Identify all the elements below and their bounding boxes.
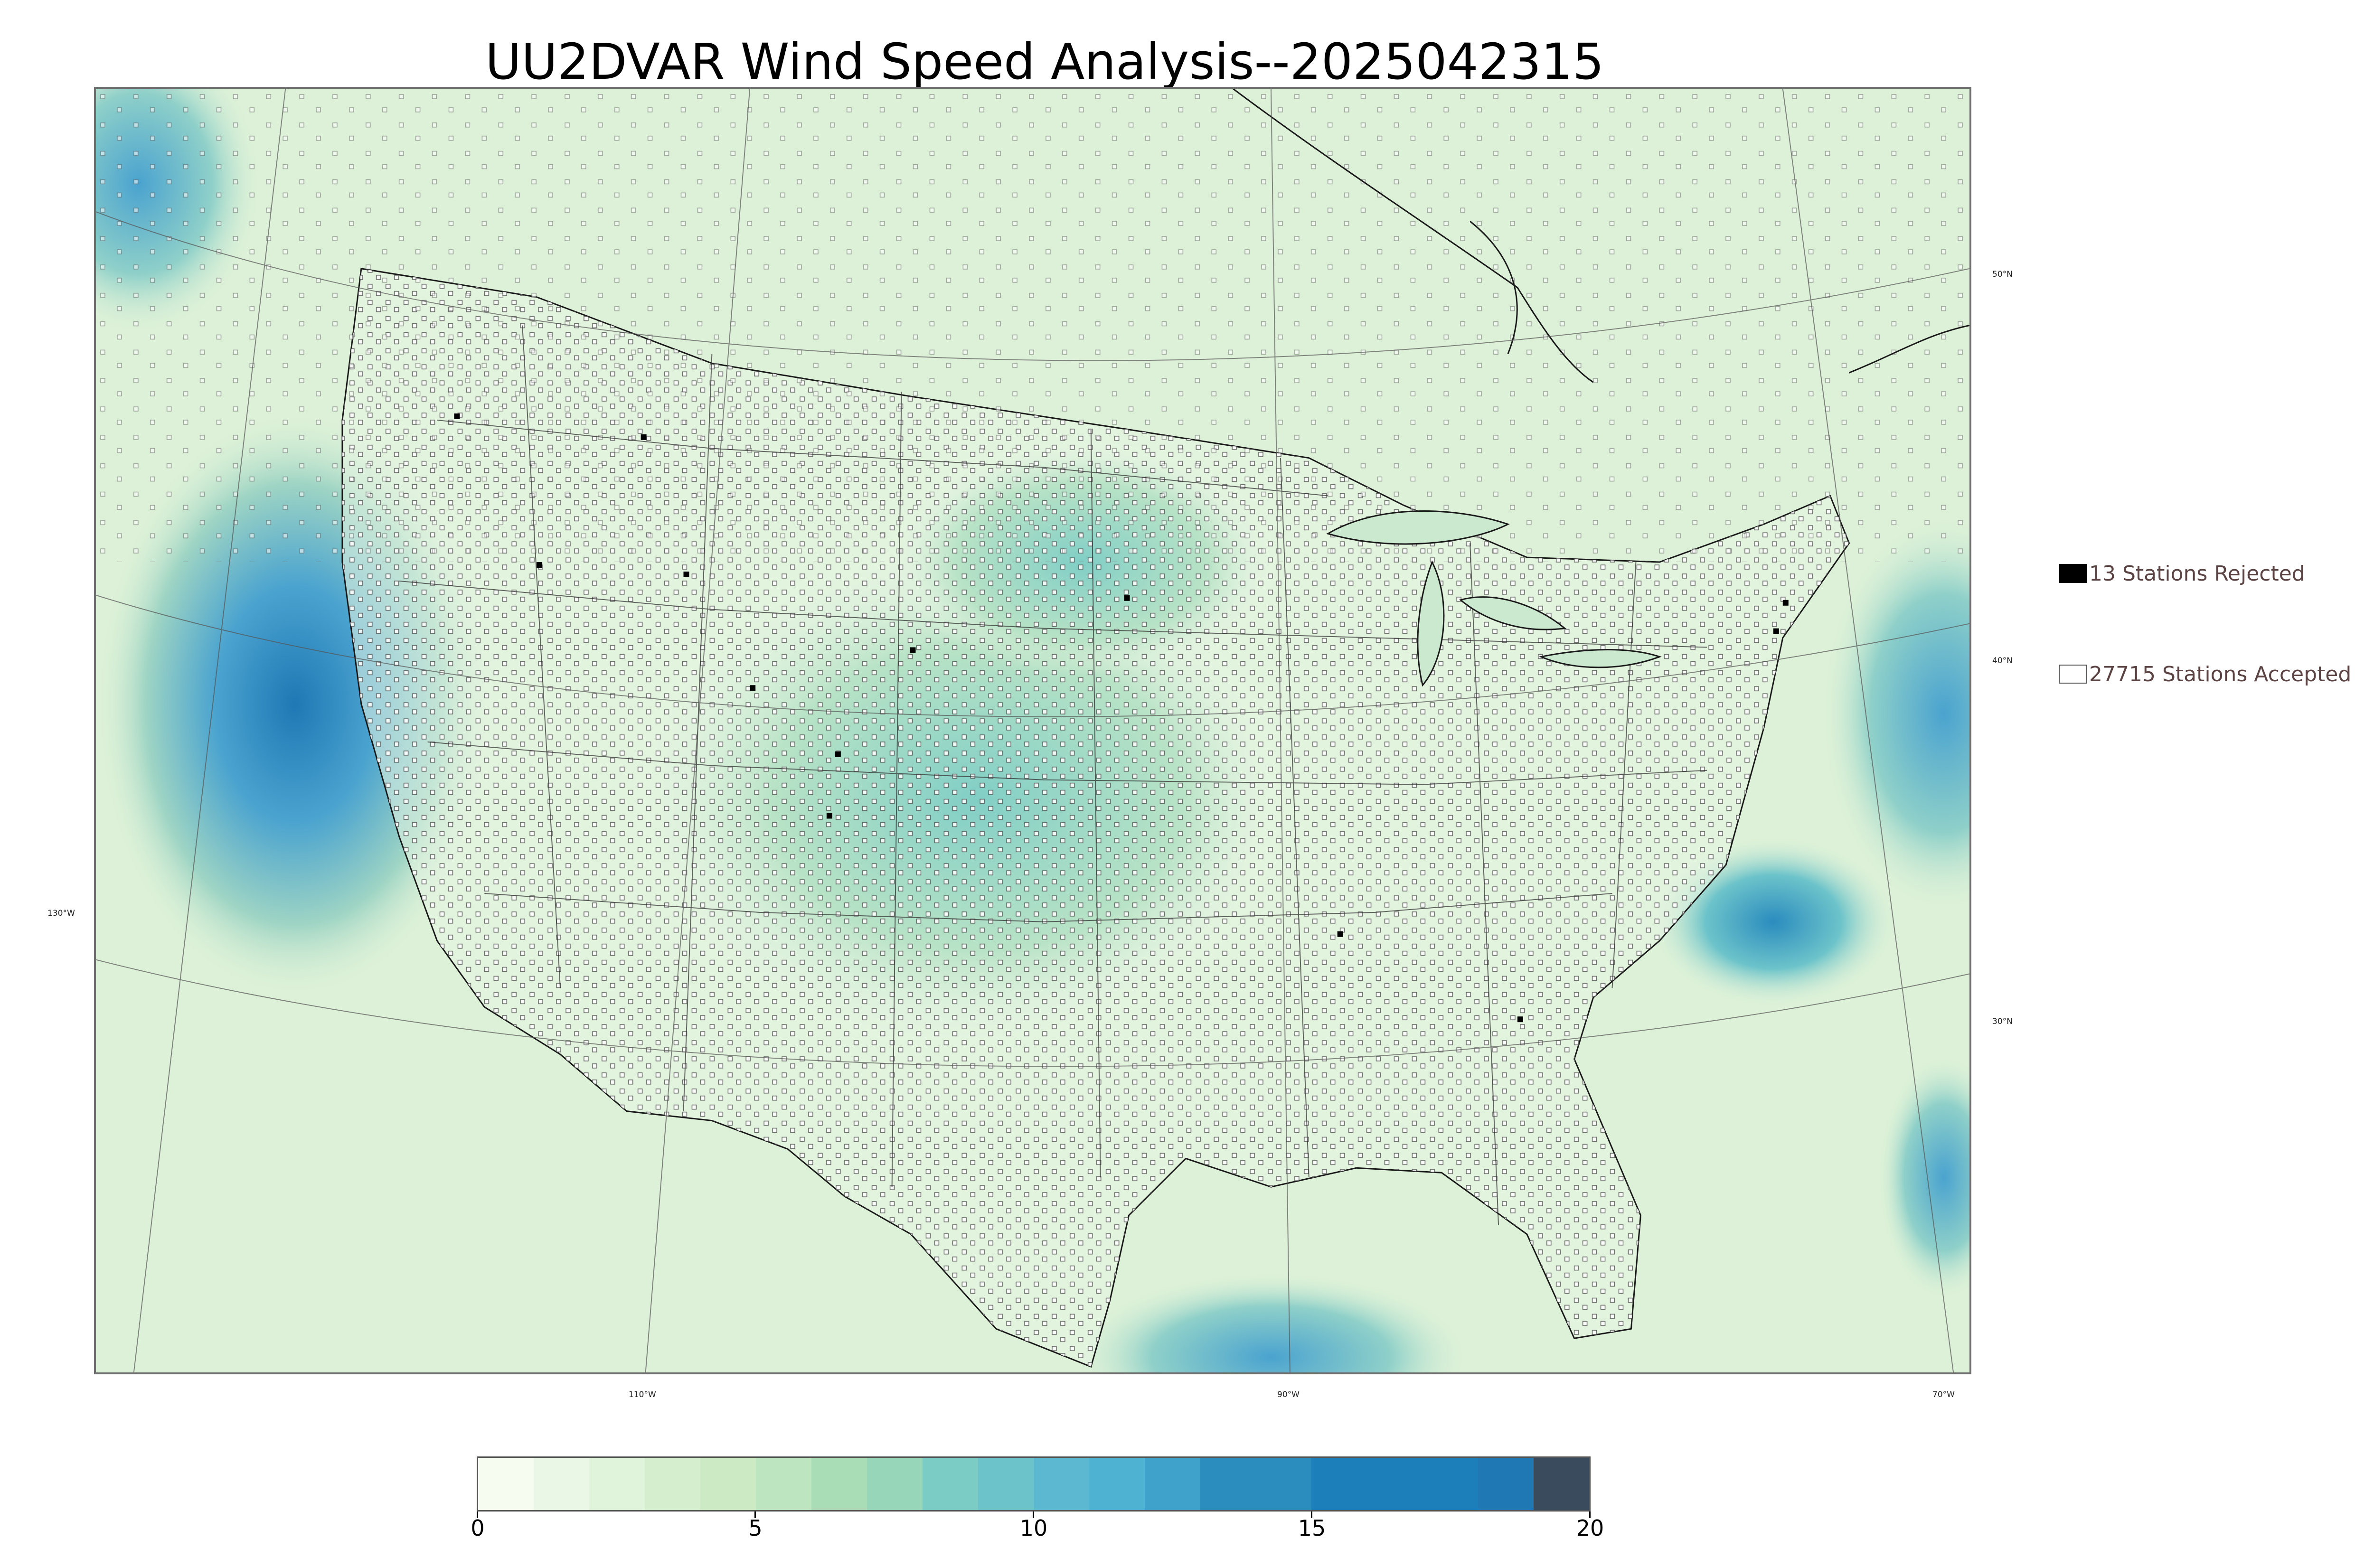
state-boundaries	[399, 325, 1707, 1225]
colorbar-segment	[1423, 1458, 1478, 1510]
colorbar-segment	[645, 1458, 700, 1510]
colorbar-segment	[867, 1458, 923, 1510]
colorbar-segment	[1478, 1458, 1534, 1510]
rejected-stations	[454, 413, 1789, 1023]
graticule	[96, 89, 1969, 1372]
lon-label-130w: 130°W	[47, 909, 75, 918]
legend-accepted: 27715 Stations Accepted	[2059, 660, 2351, 688]
colorbar-label-5: 5	[748, 1515, 763, 1541]
colorbar-tick-5	[754, 1512, 756, 1518]
colorbar-segment	[1034, 1458, 1089, 1510]
wind-speed-map[interactable]	[94, 87, 1971, 1374]
colorbar-segment	[534, 1458, 589, 1510]
colorbar-label-20: 20	[1576, 1515, 1604, 1541]
colorbar-tick-0	[477, 1512, 478, 1518]
colorbar-segment	[1367, 1458, 1423, 1510]
colorbar-segment	[478, 1458, 534, 1510]
accepted-label: 27715 Stations Accepted	[2089, 662, 2352, 686]
lon-label-110w: 110°W	[629, 1390, 656, 1399]
colorbar-segment	[1311, 1458, 1367, 1510]
colorbar-segment	[1200, 1458, 1256, 1510]
canada-stations	[96, 89, 1969, 563]
lon-label-70w: 70°W	[1932, 1390, 1955, 1399]
colorbar-segment	[700, 1458, 756, 1510]
colorbar-segment	[1534, 1458, 1589, 1510]
legend-rejected: 13 Stations Rejected	[2059, 559, 2305, 588]
lat-label-50n: 50°N	[1992, 270, 2013, 279]
lat-label-30n: 30°N	[1992, 1017, 2013, 1026]
lon-label-90w: 90°W	[1277, 1390, 1300, 1399]
map-canvas	[96, 89, 1969, 1372]
accepted-swatch	[2059, 665, 2087, 684]
colorbar-segment	[1089, 1458, 1145, 1510]
canada-coastlines	[1233, 89, 1969, 383]
colorbar-segment	[589, 1458, 645, 1510]
southeast-wind-area	[1877, 1054, 1969, 1301]
colorbar-segment	[756, 1458, 811, 1510]
colorbar-segment	[1256, 1458, 1311, 1510]
colorbar-label-0: 0	[471, 1515, 485, 1541]
colorbar-tick-20	[1589, 1512, 1591, 1518]
gulf-wind-area	[1072, 1272, 1470, 1372]
rejected-label: 13 Stations Rejected	[2089, 561, 2305, 586]
colorbar-label-10: 10	[1019, 1515, 1048, 1541]
colorbar-segment	[978, 1458, 1034, 1510]
colorbar-segment	[1145, 1458, 1200, 1510]
colorbar-label-15: 15	[1298, 1515, 1326, 1541]
colorbar-tick-15	[1311, 1512, 1312, 1518]
rejected-swatch	[2059, 564, 2087, 583]
east-edge-wind-area	[1820, 515, 1969, 912]
great-lakes	[1326, 510, 1662, 687]
lat-label-40n: 40°N	[1992, 656, 2013, 666]
colorbar-segment	[811, 1458, 867, 1510]
wind-speed-colorbar	[477, 1456, 1591, 1512]
colorbar-tick-10	[1033, 1512, 1034, 1518]
colorbar-segment	[923, 1458, 978, 1510]
map-title: UU2DVAR Wind Speed Analysis--2025042315	[485, 33, 1604, 91]
